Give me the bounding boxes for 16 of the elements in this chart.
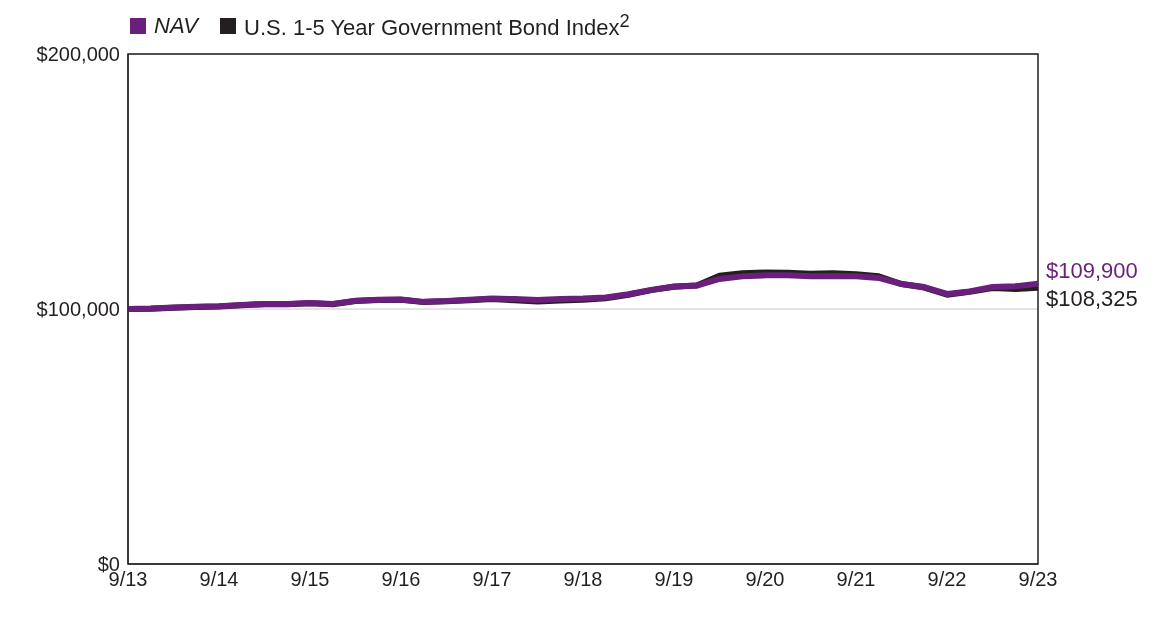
- x-tick-label: 9/14: [199, 568, 239, 591]
- annotation: $108,325: [1046, 285, 1138, 311]
- legend-label: NAV: [154, 13, 199, 39]
- y-tick-label: $100,000: [36, 298, 120, 321]
- legend-label: U.S. 1-5 Year Government Bond Index$^{2}$: [244, 10, 630, 42]
- x-tick-label: 9/19: [654, 568, 694, 591]
- x-tick-label: 9/17: [472, 568, 512, 591]
- y-tick-label: $200,000: [36, 43, 120, 66]
- x-tick-label: 9/18: [563, 568, 603, 591]
- x-tick-label: 9/21: [836, 568, 876, 591]
- x-tick-label: 9/15: [290, 568, 330, 591]
- annotation: $109,900: [1046, 257, 1138, 283]
- x-tick-label: 9/16: [381, 568, 421, 591]
- x-tick-label: 9/22: [927, 568, 967, 591]
- x-tick-label: 9/23: [1018, 568, 1058, 591]
- x-tick-label: 9/20: [745, 568, 785, 591]
